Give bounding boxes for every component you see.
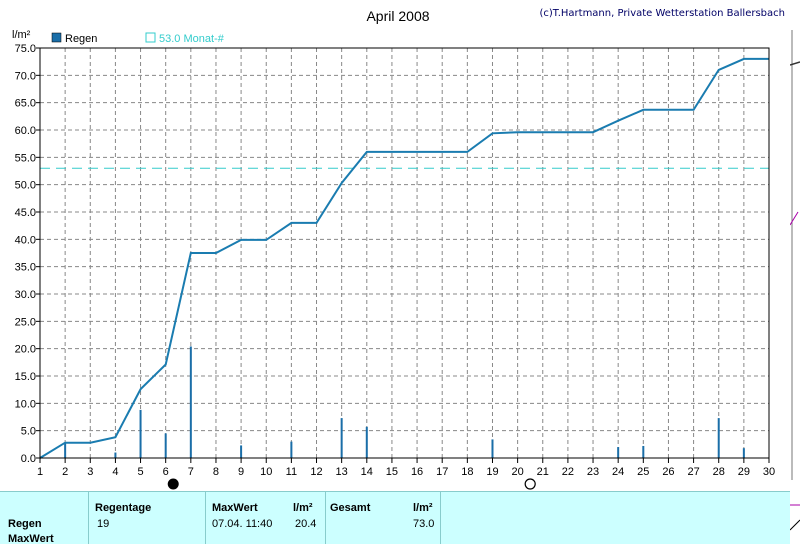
y-tick-label: 65.0	[15, 98, 36, 110]
row-label-maxwert: MaxWert	[8, 533, 54, 545]
row-label-regen: Regen	[8, 518, 42, 530]
x-tick-label: 14	[361, 466, 373, 478]
x-tick-label: 17	[436, 466, 448, 478]
y-tick-label: 25.0	[15, 316, 36, 328]
x-tick-label: 27	[687, 466, 699, 478]
copyright-text: (c)T.Hartmann, Private Wetterstation Bal…	[539, 8, 785, 19]
x-tick-label: 3	[87, 466, 93, 478]
x-tick-label: 29	[738, 466, 750, 478]
y-tick-label: 55.0	[15, 152, 36, 164]
x-tick-label: 9	[238, 466, 244, 478]
rain-bar	[189, 346, 192, 458]
y-axis-label: l/m²	[12, 29, 31, 41]
x-tick-label: 30	[763, 466, 775, 478]
x-tick-label: 18	[461, 466, 473, 478]
rain-bar	[139, 409, 142, 458]
x-tick-label: 25	[637, 466, 649, 478]
rain-bar	[164, 433, 167, 458]
rain-bar	[64, 442, 67, 458]
cumulative-rain-line	[39, 57, 769, 459]
x-tick-label: 26	[662, 466, 674, 478]
rain-bar	[642, 445, 645, 458]
x-tick-label: 20	[511, 466, 523, 478]
gesamt-label: Gesamt	[330, 502, 371, 514]
x-tick-label: 1	[37, 466, 43, 478]
rain-chart: April 2008 (c)T.Hartmann, Private Wetter…	[12, 8, 785, 490]
y-tick-label: 15.0	[15, 371, 36, 383]
rain-bar	[491, 439, 494, 458]
regentage-value: 19	[97, 518, 110, 530]
new-moon-icon	[167, 478, 179, 490]
y-tick-label: 10.0	[15, 398, 36, 410]
stats-panel: Regen MaxWert Regentage 19 MaxWert l/m² …	[0, 491, 790, 545]
full-moon-icon	[524, 478, 536, 490]
x-tick-label: 8	[213, 466, 219, 478]
x-tick-label: 23	[587, 466, 599, 478]
x-tick-label: 24	[612, 466, 624, 478]
rain-bar	[290, 441, 293, 458]
gesamt-unit: l/m²	[413, 502, 433, 514]
x-tick-label: 11	[286, 466, 297, 478]
legend-bar-label: Regen	[65, 33, 97, 45]
y-tick-label: 75.0	[15, 43, 36, 55]
x-tick-label: 6	[163, 466, 169, 478]
y-tick-label: 45.0	[15, 207, 36, 219]
rain-bar	[114, 452, 117, 458]
x-tick-label: 7	[188, 466, 194, 478]
rain-bar	[717, 418, 720, 458]
x-tick-label: 28	[713, 466, 725, 478]
gesamt-value: 73.0	[413, 518, 435, 530]
x-tick-label: 12	[310, 466, 322, 478]
rain-bar	[365, 426, 368, 458]
y-tick-label: 0.0	[21, 453, 36, 465]
y-tick-label: 20.0	[15, 344, 36, 356]
x-tick-label: 4	[112, 466, 118, 478]
legend-reference-label: 53.0 Monat-#	[159, 33, 225, 45]
rain-bar	[240, 445, 243, 458]
y-tick-label: 40.0	[15, 234, 36, 246]
y-tick-label: 60.0	[15, 125, 36, 137]
x-tick-label: 19	[486, 466, 498, 478]
x-tick-label: 16	[411, 466, 423, 478]
x-tick-label: 15	[386, 466, 398, 478]
maxwert-value: 20.4	[295, 518, 317, 530]
rain-bar	[617, 447, 620, 458]
y-tick-label: 30.0	[15, 289, 36, 301]
legend-reference-swatch	[145, 32, 156, 43]
rain-bar	[742, 448, 745, 458]
regentage-label: Regentage	[95, 502, 152, 514]
maxwert-time: 07.04. 11:40	[212, 518, 273, 530]
maxwert-unit: l/m²	[293, 502, 313, 514]
adjacent-chart-edge	[790, 30, 800, 531]
y-tick-label: 35.0	[15, 262, 36, 274]
chart-title: April 2008	[366, 8, 429, 24]
plot-frame	[39, 47, 770, 459]
x-tick-label: 21	[537, 466, 549, 478]
legend-bar-swatch	[51, 32, 62, 43]
rain-bar	[340, 418, 343, 458]
x-tick-label: 2	[62, 466, 68, 478]
maxwert-label: MaxWert	[212, 502, 258, 514]
y-tick-label: 50.0	[15, 180, 36, 192]
y-tick-label: 70.0	[15, 70, 36, 82]
x-tick-label: 5	[137, 466, 143, 478]
y-tick-label: 5.0	[21, 426, 36, 438]
x-tick-label: 22	[562, 466, 574, 478]
x-tick-label: 13	[336, 466, 348, 478]
x-tick-label: 10	[260, 466, 272, 478]
